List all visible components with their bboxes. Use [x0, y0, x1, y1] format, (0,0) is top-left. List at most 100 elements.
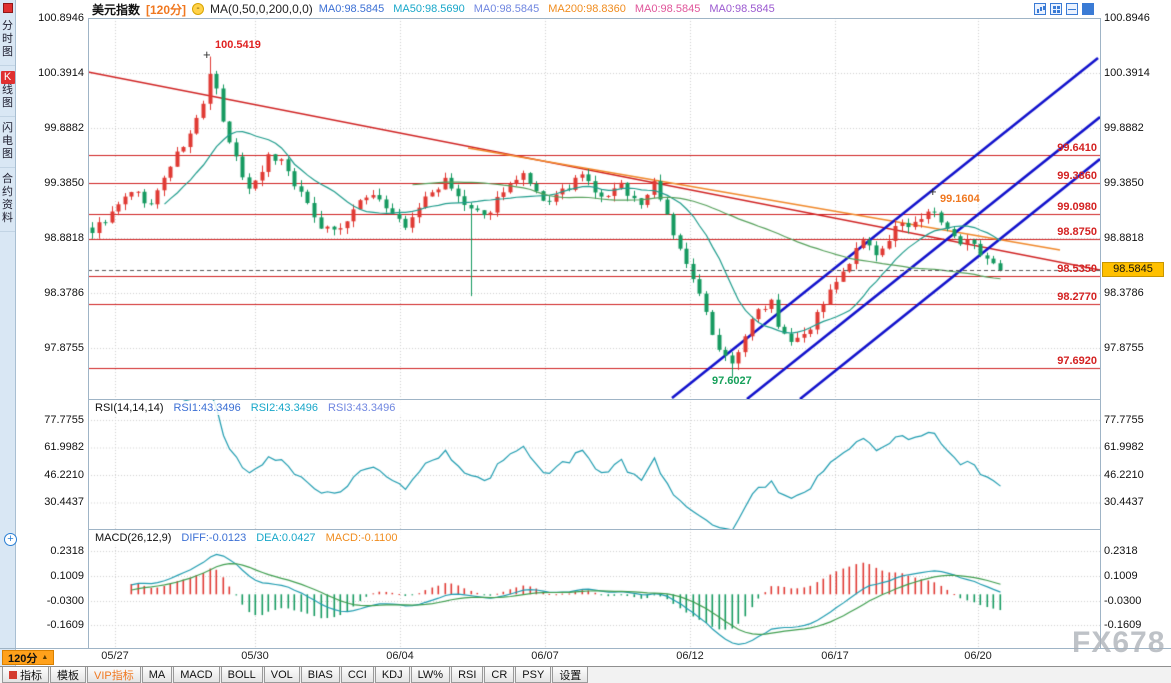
price-annotation: 97.6027: [712, 375, 752, 387]
maximize-icon[interactable]: [1082, 3, 1094, 15]
rsi-axis-label: 46.2210: [44, 469, 84, 481]
toolbar-tab-7[interactable]: BIAS: [300, 667, 340, 683]
ma-value-4: MA0:98.5845: [634, 3, 701, 15]
time-axis-label: 05/30: [241, 650, 269, 662]
support-resistance-label: 98.8750: [1057, 225, 1097, 238]
toolbar-tab-label: 指标: [20, 669, 42, 682]
sidebar-item-2[interactable]: 闪电图: [0, 117, 15, 168]
sidebar-item-char: 合: [2, 173, 13, 185]
rsi-panel-header: RSI(14,14,14) RSI1:43.3496 RSI2:43.3496 RS…: [92, 401, 409, 415]
bar-chart-icon[interactable]: [1034, 3, 1046, 15]
sidebar-item-char: 图: [2, 46, 13, 58]
add-indicator-icon[interactable]: +: [4, 533, 17, 546]
sidebar-item-char: 线: [2, 84, 13, 96]
time-axis-label: 06/17: [821, 650, 849, 662]
sidebar-item-char: 分: [2, 20, 13, 32]
chart-header-bar: 美元指数 [120分] - MA(0,50,0,200,0,0) MA0:98.…: [88, 0, 1100, 18]
macd-indicator-chart[interactable]: [88, 529, 1100, 648]
toolbar-tab-0[interactable]: 指标: [2, 667, 49, 683]
macd-axis-label: 0.1009: [50, 570, 84, 582]
toolbar-tab-4[interactable]: MACD: [173, 667, 220, 683]
price-axis-label: 97.8755: [1104, 342, 1144, 354]
support-resistance-label: 97.6920: [1057, 355, 1097, 368]
macd-axis-label: -0.0300: [46, 595, 84, 607]
time-axis-label: 06/04: [386, 650, 414, 662]
toolbar-tab-3[interactable]: MA: [141, 667, 173, 683]
toolbar-tab-9[interactable]: KDJ: [374, 667, 410, 683]
rsi-value-0: RSI1:43.3496: [173, 402, 241, 414]
instrument-title: 美元指数: [92, 2, 141, 17]
sidebar-item-char: 资: [2, 199, 13, 211]
support-resistance-label: 99.0980: [1057, 201, 1097, 214]
sidebar-item-3[interactable]: 合约资料: [0, 168, 15, 232]
toolbar-tab-14[interactable]: 设置: [552, 667, 589, 683]
macd-axis-label: 0.2318: [1104, 545, 1138, 557]
plot-right-border: [1100, 18, 1101, 648]
brand-watermark: FX678: [1072, 626, 1166, 659]
macd-axis-label: -0.1609: [1104, 619, 1142, 631]
toolbar-tab-11[interactable]: RSI: [451, 667, 484, 683]
toolbar-tab-label: BOLL: [227, 668, 256, 681]
rsi-formula-label: RSI(14,14,14): [95, 402, 164, 414]
support-resistance-label: 99.6410: [1057, 142, 1097, 155]
timeframe-label: 120分: [8, 652, 38, 665]
horizontal-split-icon[interactable]: [1066, 3, 1078, 15]
rsi-axis-label: 46.2210: [1104, 469, 1144, 481]
ma-legend: MA0:98.5845 MA50:98.5690 MA0:98.5845 MA200:…: [319, 3, 775, 15]
price-axis-label: 97.8755: [44, 342, 84, 354]
sidebar-item-0[interactable]: 分时图: [0, 15, 15, 66]
price-axis-label: 99.8882: [1104, 122, 1144, 134]
crosshair-marker-icon: +: [929, 184, 937, 199]
rsi-axis-label: 77.7755: [44, 414, 84, 426]
price-axis-label: 100.3914: [1104, 67, 1150, 79]
macd-axis-label: -0.1609: [46, 619, 84, 631]
timeframe-button[interactable]: 120分 ▲: [2, 650, 55, 665]
price-axis-label: 98.3786: [1104, 287, 1144, 299]
toolbar-tab-label: VOL: [270, 668, 293, 681]
sidebar-item-char: 闪: [2, 122, 13, 134]
ma-value-2: MA0:98.5845: [473, 3, 540, 15]
rsi-value-1: RSI2:43.3496: [250, 402, 319, 414]
toolbar-tab-8[interactable]: CCI: [340, 667, 374, 683]
crosshair-marker-icon: +: [203, 47, 211, 62]
macd-axis-label: 0.1009: [1104, 570, 1138, 582]
sidebar-item-char: K: [0, 71, 15, 84]
rsi-axis-label: 61.9982: [1104, 441, 1144, 453]
indicator-toolbar: 指标 模板 VIP指标 MA MACD BOLL VOL BIAS CCI KDJ LW% RSI CR…: [0, 666, 1171, 683]
rsi-indicator-chart[interactable]: [88, 399, 1100, 529]
rsi-axis-label: 30.4437: [1104, 496, 1144, 508]
time-axis-label: 06/12: [676, 650, 704, 662]
toolbar-tab-label: MA: [148, 668, 166, 681]
rsi-values: RSI1:43.3496 RSI2:43.3496 RSI3:43.3496: [173, 402, 405, 414]
ma-value-5: MA0:98.5845: [709, 3, 775, 15]
toolbar-tab-10[interactable]: LW%: [410, 667, 451, 683]
macd-value-1: DEA:0.0427: [256, 532, 316, 544]
toolbar-tab-12[interactable]: CR: [484, 667, 515, 683]
macd-axis-label: -0.0300: [1104, 595, 1142, 607]
main-price-chart[interactable]: [88, 18, 1100, 399]
toolbar-tab-6[interactable]: VOL: [263, 667, 300, 683]
support-resistance-label: 98.2770: [1057, 291, 1097, 304]
collapse-indicator-icon[interactable]: -: [192, 3, 205, 15]
price-axis-label: 100.8946: [38, 12, 84, 24]
support-resistance-label: 99.3860: [1057, 169, 1097, 182]
price-axis-label: 99.8882: [44, 122, 84, 134]
app-icon[interactable]: [2, 3, 13, 13]
sidebar-item-char: 时: [2, 33, 13, 45]
red-square-icon: [9, 670, 17, 679]
rsi-axis-label: 61.9982: [44, 441, 84, 453]
toolbar-tab-label: CR: [491, 668, 508, 681]
grid-view-icon[interactable]: [1050, 3, 1062, 15]
price-axis-label: 100.3914: [38, 67, 84, 79]
toolbar-tab-13[interactable]: PSY: [515, 667, 552, 683]
toolbar-tab-2[interactable]: VIP指标: [87, 667, 141, 683]
toolbar-tab-5[interactable]: BOLL: [220, 667, 263, 683]
macd-panel-header: MACD(26,12,9) DIFF:-0.0123 DEA:0.0427 MACD…: [92, 531, 411, 545]
rsi-axis-label: 77.7755: [1104, 414, 1144, 426]
toolbar-tab-label: 设置: [559, 669, 582, 682]
toolbar-tab-1[interactable]: 模板: [50, 667, 86, 683]
price-axis-label: 99.3850: [44, 177, 84, 189]
